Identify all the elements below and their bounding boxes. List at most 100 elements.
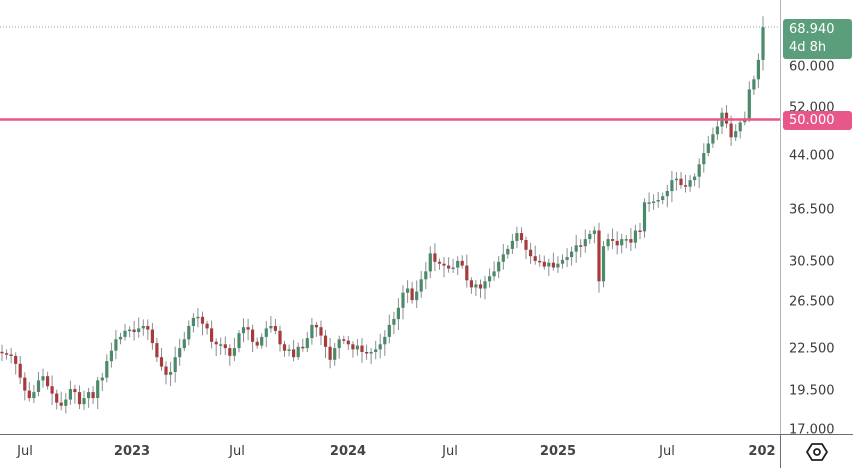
candle-up xyxy=(383,336,387,345)
candle-up xyxy=(647,202,651,204)
candle-up xyxy=(305,338,309,349)
candle-down xyxy=(292,349,296,358)
candle-down xyxy=(465,265,469,281)
candle-up xyxy=(118,336,123,340)
candle-up xyxy=(488,276,492,282)
candle-down xyxy=(579,245,583,247)
candle-up xyxy=(583,239,587,247)
time-axis[interactable]: Jul 2023 Jul 2024 Jul 2025 Jul 202 xyxy=(0,434,780,468)
candle-up xyxy=(620,239,624,246)
candle-up xyxy=(191,317,195,326)
candle-up xyxy=(264,328,268,337)
candle-up xyxy=(123,330,127,337)
candle-up xyxy=(601,246,606,282)
candle-up xyxy=(137,328,141,332)
candle-down xyxy=(638,230,642,232)
candle-up xyxy=(36,380,41,392)
candle-up xyxy=(428,253,432,272)
candle-up xyxy=(374,349,378,352)
candle-down xyxy=(533,256,537,261)
candle-up xyxy=(337,339,341,349)
candle-down xyxy=(77,392,82,405)
time-tick-label: 202 xyxy=(748,444,776,459)
candle-up xyxy=(237,333,241,349)
candle-up xyxy=(574,245,578,252)
price-tick-label: 17.000 xyxy=(789,422,835,438)
candle-up xyxy=(269,326,273,329)
candle-up xyxy=(734,131,738,138)
candle-down xyxy=(319,327,323,336)
candle-down xyxy=(155,343,159,358)
candle-up xyxy=(333,348,337,360)
candle-up xyxy=(483,281,487,289)
candle-up xyxy=(241,327,246,334)
candle-up xyxy=(693,176,697,181)
candle-down xyxy=(615,240,619,246)
candle-down xyxy=(91,392,95,399)
candle-down xyxy=(200,316,205,324)
time-tick-label: Jul xyxy=(17,444,33,459)
candle-down xyxy=(278,330,282,345)
candle-down xyxy=(301,346,305,349)
chart-settings-button[interactable] xyxy=(780,434,853,468)
candle-up xyxy=(702,153,706,165)
candle-down xyxy=(282,344,287,351)
candle-down xyxy=(729,123,733,138)
candle-down xyxy=(519,233,524,240)
candle-down xyxy=(223,344,227,349)
candle-up xyxy=(87,392,91,399)
candle-down xyxy=(538,260,542,263)
candle-up xyxy=(642,202,647,232)
candle-down xyxy=(478,284,483,289)
price-axis[interactable]: 60.000 52.000 44.000 36.500 30.500 26.500 22.5… xyxy=(780,0,853,438)
candle-up xyxy=(451,267,455,269)
candle-up xyxy=(711,134,715,144)
candle-down xyxy=(346,340,350,345)
candle-down xyxy=(323,335,328,347)
candle-down xyxy=(433,253,437,262)
candle-down xyxy=(210,328,214,342)
candle-up xyxy=(100,377,104,381)
price-tick-label: 44.000 xyxy=(789,148,835,164)
candle-down xyxy=(150,329,154,344)
candle-down xyxy=(314,324,318,328)
last-price-badge: 68.940 4d 8h xyxy=(783,19,852,59)
candle-up xyxy=(501,254,505,262)
price-tick-label: 22.500 xyxy=(789,341,835,357)
candle-up xyxy=(105,361,109,378)
candle-up xyxy=(378,344,382,350)
candle-up xyxy=(415,291,419,301)
price-tick-label: 30.500 xyxy=(789,254,835,270)
candle-down xyxy=(0,351,4,354)
candle-up xyxy=(369,352,373,354)
candle-up xyxy=(456,260,460,268)
candle-down xyxy=(551,262,555,268)
candle-up xyxy=(715,126,719,135)
time-tick-label: Jul xyxy=(442,444,458,459)
candle-up xyxy=(510,240,514,249)
candle-up xyxy=(401,292,405,308)
candle-up xyxy=(547,262,551,267)
price-plot[interactable] xyxy=(0,0,780,434)
candle-down xyxy=(460,260,464,266)
candle-up xyxy=(515,233,519,241)
candle-down xyxy=(542,261,546,267)
candle-up xyxy=(182,339,186,349)
chart-pane[interactable] xyxy=(0,0,780,434)
candle-up xyxy=(474,284,478,288)
candle-up xyxy=(82,398,86,405)
time-tick-label: Jul xyxy=(659,444,675,459)
candle-down xyxy=(146,326,150,330)
candle-up xyxy=(232,348,236,356)
candle-up xyxy=(396,307,400,320)
price-tick-label: 19.500 xyxy=(789,383,835,399)
candle-up xyxy=(665,191,669,197)
candle-up xyxy=(761,27,765,60)
candle-down xyxy=(597,230,601,282)
candle-up xyxy=(310,324,314,339)
candle-up xyxy=(287,349,291,351)
candle-down xyxy=(679,178,683,186)
candle-up xyxy=(588,233,592,240)
candle-down xyxy=(342,339,346,341)
